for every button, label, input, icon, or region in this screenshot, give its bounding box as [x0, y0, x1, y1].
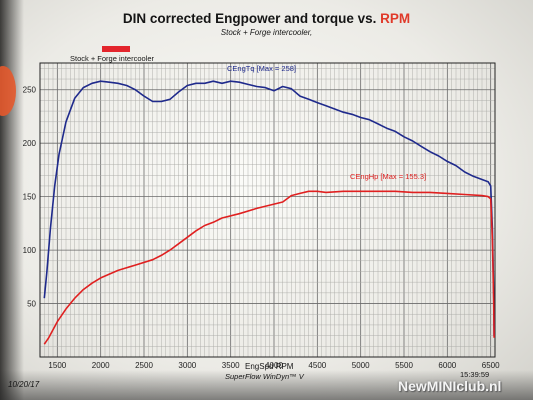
- series-annotations: CEngTq [Max = 258] CEngHp [Max = 155.3]: [227, 64, 426, 181]
- title-rpm: RPM: [380, 11, 411, 26]
- legend-swatch: [102, 46, 130, 52]
- chart-grid: [40, 63, 495, 357]
- title-main: DIN corrected Engpower and torque vs.: [122, 11, 377, 26]
- y-tick-label: 250: [23, 86, 37, 95]
- x-tick-label: 3000: [178, 361, 196, 370]
- x-tick-label: 4000: [265, 361, 283, 370]
- y-tick-label: 200: [23, 139, 37, 148]
- x-tick-label: 2000: [92, 361, 110, 370]
- x-axis-ticks: 1500 2000 2500 3000 3500 4000 4500 5000 5500 6000…: [48, 361, 500, 370]
- x-tick-label: 4500: [308, 361, 326, 370]
- bottom-edge-shadow: [0, 370, 533, 400]
- annotation-cenghp: CEngHp [Max = 155.3]: [350, 172, 426, 181]
- x-tick-label: 6000: [438, 361, 456, 370]
- x-tick-label: 5500: [395, 361, 413, 370]
- chart-title: DIN corrected Engpower and torque vs. RP…: [0, 11, 533, 26]
- date-stamp: 10/20/17: [8, 380, 40, 389]
- annotation-cengtq: CEngTq [Max = 258]: [227, 64, 296, 73]
- chart-subtitle: Stock + Forge intercooler,: [220, 28, 313, 37]
- series-group: [43, 80, 495, 345]
- y-tick-label: 150: [23, 193, 37, 202]
- x-axis-label: EngSpd RPM: [245, 362, 294, 371]
- y-tick-label: 100: [23, 246, 37, 255]
- time-stamp: 15:39:59: [460, 370, 490, 379]
- watermark: NewMINIclub.nl: [398, 378, 502, 394]
- legend-label: Stock + Forge intercooler: [70, 54, 154, 63]
- y-axis-ticks: 50 100 150 200 250: [23, 86, 37, 309]
- orange-object-left: [0, 66, 16, 116]
- series-line-cengtq: [43, 80, 495, 336]
- x-tick-label: 2500: [135, 361, 153, 370]
- x-tick-label: 1500: [48, 361, 66, 370]
- x-tick-label: 5000: [352, 361, 370, 370]
- plot-frame: [39, 62, 496, 358]
- x-tick-label: 6500: [482, 361, 500, 370]
- x-tick-label: 3500: [222, 361, 240, 370]
- series-line-cenghp: [43, 190, 495, 345]
- y-tick-label: 50: [27, 300, 36, 309]
- footer-software: SuperFlow WinDyn™ V: [225, 372, 304, 381]
